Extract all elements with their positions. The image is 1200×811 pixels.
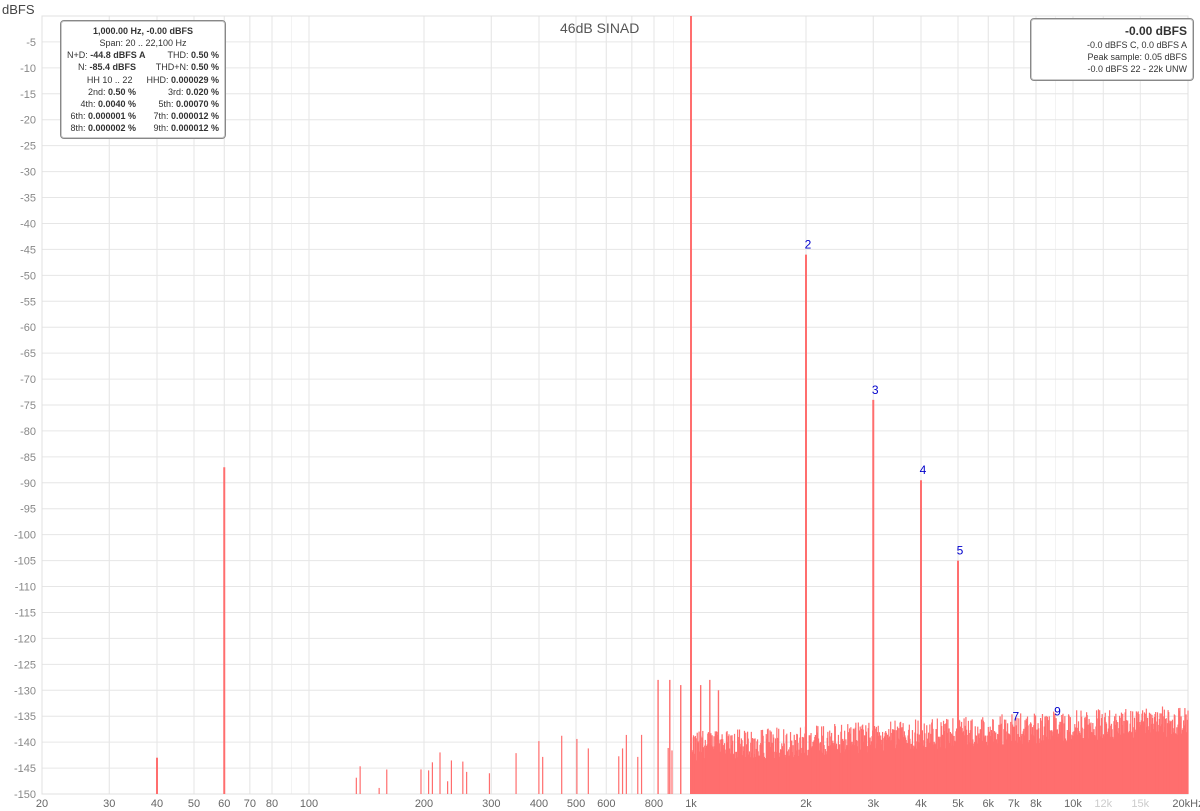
x-tick-label: 6k [982, 798, 994, 810]
y-tick-label: -25 [20, 141, 36, 153]
x-tick-label: 70 [244, 798, 256, 810]
x-tick-label: 30 [103, 798, 115, 810]
y-tick-label: -80 [20, 426, 36, 438]
y-tick-label: -50 [20, 270, 36, 282]
info-row: 2nd: 0.50 %3rd: 0.020 % [67, 86, 219, 98]
info-span: Span: 20 .. 22,100 Hz [67, 37, 219, 49]
y-tick-label: -95 [20, 504, 36, 516]
y-tick-label: -105 [14, 556, 36, 568]
harmonic-label: 2 [805, 238, 812, 252]
info-row: N+D: -44.8 dBFS ATHD: 0.50 % [67, 49, 219, 61]
harmonic-label: 4 [920, 463, 927, 477]
level-info-box: -0.00 dBFS -0.0 dBFS C, 0.0 dBFS A Peak … [1030, 18, 1194, 81]
x-tick-label: 10k [1064, 798, 1082, 810]
info-row: 6th: 0.000001 %7th: 0.000012 % [67, 110, 219, 122]
fft-chart: dBFS 20 30 40 50 60 70 80 100 200 300 400 500 600 800… [0, 0, 1200, 811]
info-row: HH 10 .. 22 HHD: 0.000029 % [67, 74, 219, 86]
y-tick-label: -150 [14, 789, 36, 801]
harmonic-label: 9 [1054, 704, 1061, 718]
x-tick-label: 15k [1131, 798, 1149, 810]
y-tick-label: -70 [20, 374, 36, 386]
y-tick-label: -135 [14, 711, 36, 723]
y-tick-label: -5 [26, 37, 36, 49]
x-tick-label: 80 [266, 798, 278, 810]
level-line: -0.0 dBFS 22 - 22k UNW [1037, 63, 1187, 75]
x-tick-label: 200 [415, 798, 433, 810]
y-axis-label: dBFS [2, 2, 35, 17]
harmonic-label: 5 [957, 544, 964, 558]
x-tick-label: 5k [952, 798, 964, 810]
level-line: Peak sample: 0.05 dBFS [1037, 51, 1187, 63]
info-row: N: -85.4 dBFSTHD+N: 0.50 % [67, 61, 219, 73]
x-tick-label: 800 [645, 798, 663, 810]
x-tick-label: 20kHz [1172, 798, 1200, 810]
x-tick-label: 12k [1094, 798, 1112, 810]
harmonic-label: 3 [872, 383, 879, 397]
x-tick-label: 40 [151, 798, 163, 810]
measurement-info-box: 1,000.00 Hz, -0.00 dBFS Span: 20 .. 22,1… [60, 20, 226, 139]
y-tick-label: -120 [14, 633, 36, 645]
level-header: -0.00 dBFS [1037, 23, 1187, 39]
x-tick-label: 60 [218, 798, 230, 810]
y-tick-label: -110 [15, 582, 36, 594]
x-tick-label: 300 [482, 798, 500, 810]
y-tick-label: -65 [20, 348, 36, 360]
y-tick-label: -140 [14, 737, 36, 749]
x-tick-label: 50 [188, 798, 200, 810]
chart-title: 46dB SINAD [560, 20, 639, 36]
y-tick-label: -130 [14, 685, 36, 697]
info-row: 8th: 0.000002 %9th: 0.000012 % [67, 122, 219, 134]
info-row: 4th: 0.0040 %5th: 0.00070 % [67, 98, 219, 110]
y-tick-label: -100 [14, 530, 36, 542]
x-tick-label: 20 [36, 798, 48, 810]
level-line: -0.0 dBFS C, 0.0 dBFS A [1037, 39, 1187, 51]
y-tick-label: -20 [20, 115, 36, 127]
y-tick-label: -45 [20, 244, 36, 256]
y-tick-label: -30 [20, 167, 36, 179]
y-tick-label: -55 [20, 296, 36, 308]
x-tick-label: 2k [800, 798, 812, 810]
y-tick-label: -90 [20, 478, 36, 490]
x-tick-label: 500 [567, 798, 585, 810]
info-header: 1,000.00 Hz, -0.00 dBFS [67, 25, 219, 37]
harmonic-label: 7 [1012, 710, 1019, 724]
y-tick-label: -15 [20, 89, 36, 101]
y-tick-label: -85 [20, 452, 36, 464]
x-tick-label: 8k [1030, 798, 1042, 810]
y-tick-label: -145 [14, 763, 36, 775]
x-tick-label: 400 [530, 798, 548, 810]
x-tick-label: 7k [1008, 798, 1020, 810]
x-tick-label: 1k [685, 798, 697, 810]
x-tick-label: 100 [300, 798, 318, 810]
y-tick-label: -40 [20, 218, 36, 230]
y-tick-label: -125 [14, 659, 36, 671]
y-tick-label: -115 [15, 607, 36, 619]
y-tick-label: -60 [20, 322, 36, 334]
x-tick-label: 3k [867, 798, 879, 810]
y-tick-label: -75 [20, 400, 36, 412]
x-tick-label: 600 [597, 798, 615, 810]
y-tick-label: -35 [20, 193, 36, 205]
y-tick-label: -10 [20, 63, 36, 75]
x-tick-label: 4k [915, 798, 927, 810]
